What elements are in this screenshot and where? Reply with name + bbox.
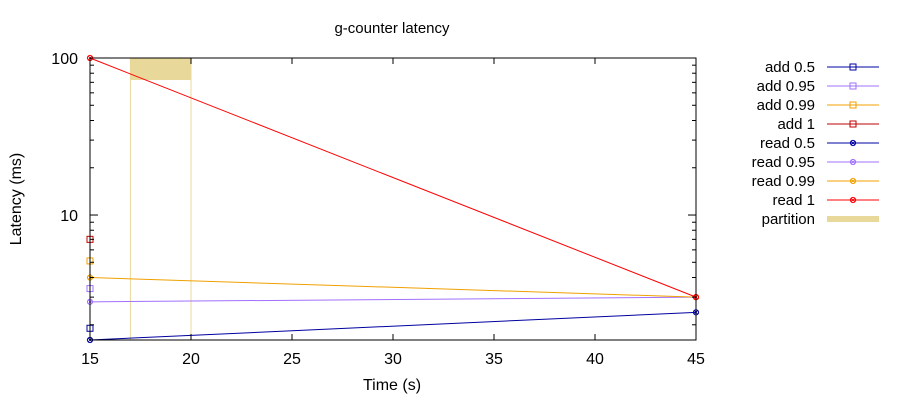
- legend-item-add-0-5: add 0.5: [765, 59, 879, 76]
- legend: add 0.5 add 0.95 add 0.99 add 1 read 0.5 read…: [752, 59, 879, 228]
- series-line-read-1: [89, 57, 697, 298]
- x-tick-label: 45: [687, 351, 705, 368]
- legend-item-add-0-99: add 0.99: [757, 97, 879, 114]
- partition-layer: [129, 58, 192, 340]
- series-line-read-0-95: [89, 296, 697, 303]
- legend-item-read-0-95: read 0.95: [752, 154, 879, 171]
- legend-swatch-marker: [849, 63, 857, 71]
- chart-title: g-counter latency: [334, 20, 450, 37]
- y-axis: 10 100: [51, 51, 696, 326]
- legend-label: add 1: [777, 116, 815, 133]
- legend-swatch-marker-ring: [849, 139, 857, 147]
- legend-swatch-marker-ring: [849, 177, 857, 185]
- legend-swatch-marker: [849, 120, 857, 128]
- series-layer: [86, 54, 700, 344]
- legend-swatch-marker: [849, 82, 857, 90]
- legend-label: read 1: [772, 192, 815, 209]
- legend-label: read 0.5: [760, 135, 815, 152]
- x-axis-label: Time (s): [363, 377, 421, 394]
- legend-swatch-marker-ring: [849, 158, 857, 166]
- x-tick-label: 20: [182, 351, 200, 368]
- legend-label: read 0.95: [752, 154, 815, 171]
- legend-swatch-marker: [849, 101, 857, 109]
- legend-item-partition: partition: [762, 211, 879, 228]
- x-tick-label: 40: [586, 351, 604, 368]
- legend-swatch-marker: [849, 158, 857, 166]
- x-tick-label: 25: [283, 351, 301, 368]
- legend-swatch-marker-cross-b: [850, 197, 856, 203]
- x-tick-label: 15: [81, 351, 99, 368]
- legend-swatch-marker-cross-b: [850, 178, 856, 184]
- legend-swatch-marker-cross-b: [850, 140, 856, 146]
- series-line-read-0-99: [89, 277, 697, 298]
- legend-swatch-marker: [849, 139, 857, 147]
- legend-item-read-0-5: read 0.5: [760, 135, 879, 152]
- legend-swatch-marker: [849, 177, 857, 185]
- legend-label: read 0.99: [752, 173, 815, 190]
- y-axis-label: Latency (ms): [8, 153, 25, 245]
- y-tick-label: 10: [60, 208, 78, 225]
- legend-item-add-1: add 1: [777, 116, 879, 133]
- legend-item-add-0-95: add 0.95: [757, 78, 879, 95]
- legend-swatch-marker-cross-b: [850, 159, 856, 165]
- y-tick-label: 100: [51, 51, 78, 68]
- x-tick-label: 30: [384, 351, 402, 368]
- legend-label: partition: [762, 211, 815, 228]
- legend-swatch-band: [827, 216, 879, 222]
- legend-item-read-1: read 1: [772, 192, 879, 209]
- legend-label: add 0.99: [757, 97, 815, 114]
- legend-label: add 0.95: [757, 78, 815, 95]
- partition-band: [130, 58, 191, 80]
- series-read-0-95: [86, 294, 700, 305]
- legend-swatch-marker-ring: [849, 196, 857, 204]
- legend-label: add 0.5: [765, 59, 815, 76]
- legend-swatch-marker: [849, 196, 857, 204]
- series-read-0-99: [86, 274, 700, 301]
- x-tick-label: 35: [485, 351, 503, 368]
- legend-item-read-0-99: read 0.99: [752, 173, 879, 190]
- series-read-1: [86, 54, 700, 301]
- x-axis: 15 20 25 30 35 40 45: [81, 58, 705, 368]
